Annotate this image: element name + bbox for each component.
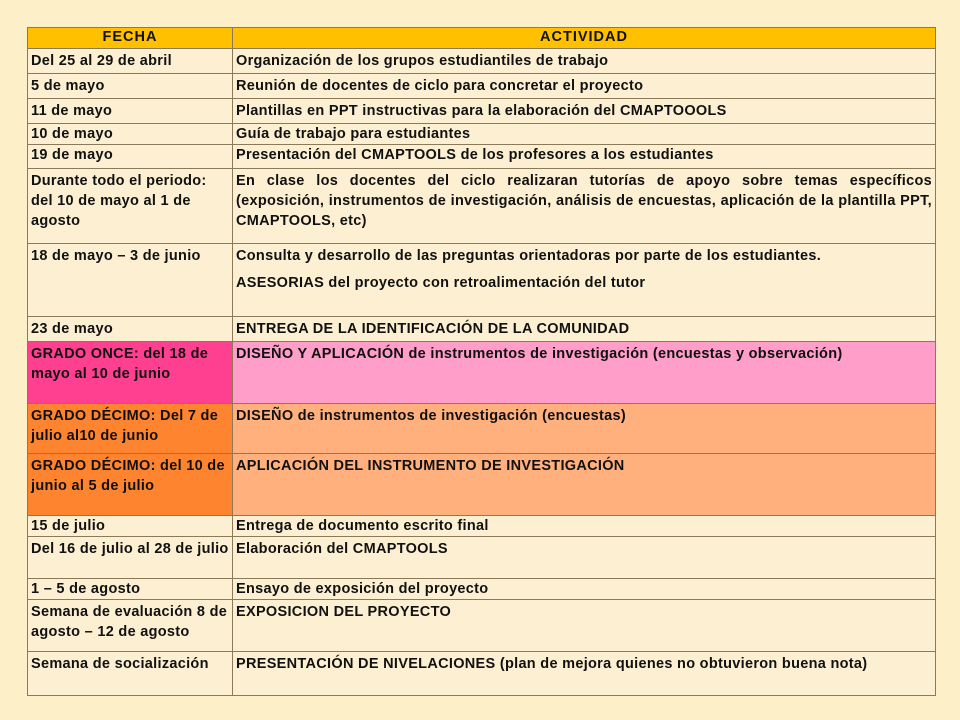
fecha-cell: 19 de mayo [27,144,233,169]
fecha-cell: 1 – 5 de agosto [27,578,233,600]
actividad-line-2: ASESORIAS del proyecto con retroalimenta… [236,275,646,291]
header-row: FECHA ACTIVIDAD [27,27,936,49]
actividad-cell: EXPOSICION DEL PROYECTO [232,599,936,652]
actividad-cell: DISEÑO de instrumentos de investigación … [232,403,936,454]
fecha-cell: GRADO DÉCIMO: Del 7 de julio al10 de jun… [27,403,233,454]
fecha-cell: Semana de socialización [27,651,233,696]
actividad-line: Consulta y desarrollo de las preguntas o… [236,248,822,264]
header-fecha: FECHA [27,27,233,49]
actividad-cell: Consulta y desarrollo de las preguntas o… [232,243,936,317]
fecha-cell: 5 de mayo [27,73,233,99]
actividad-cell: Reunión de docentes de ciclo para concre… [232,73,936,99]
table-row: 1 – 5 de agosto Ensayo de exposición del … [27,578,936,600]
table-row: 19 de mayo Presentación del CMAPTOOLS de … [27,144,936,169]
actividad-cell: APLICACIÓN DEL INSTRUMENTO DE INVESTIGAC… [232,453,936,516]
schedule-table: FECHA ACTIVIDAD Del 25 al 29 de abril Org… [27,27,936,696]
fecha-cell: Del 25 al 29 de abril [27,48,233,74]
actividad-cell: Plantillas en PPT instructivas para la e… [232,98,936,124]
table-row: 5 de mayo Reunión de docentes de ciclo pa… [27,73,936,99]
fecha-cell: 10 de mayo [27,123,233,145]
table-row: Durante todo el periodo: del 10 de mayo … [27,168,936,244]
table-row: Semana de evaluación 8 de agosto – 12 de… [27,599,936,652]
table-row: 10 de mayo Guía de trabajo para estudiant… [27,123,936,145]
fecha-cell: 15 de julio [27,515,233,537]
table-row-grado-once: GRADO ONCE: del 18 de mayo al 10 de juni… [27,341,936,404]
actividad-cell: En clase los docentes del ciclo realizar… [232,168,936,244]
actividad-cell: Elaboración del CMAPTOOLS [232,536,936,579]
fecha-cell: Del 16 de julio al 28 de julio [27,536,233,579]
table-row: Del 25 al 29 de abril Organización de los… [27,48,936,74]
fecha-cell: 18 de mayo – 3 de junio [27,243,233,317]
actividad-cell: Entrega de documento escrito final [232,515,936,537]
fecha-cell: GRADO ONCE: del 18 de mayo al 10 de juni… [27,341,233,404]
actividad-cell: PRESENTACIÓN DE NIVELACIONES (plan de me… [232,651,936,696]
actividad-cell: Guía de trabajo para estudiantes [232,123,936,145]
table-row: 18 de mayo – 3 de junio Consulta y desarr… [27,243,936,317]
fecha-cell: GRADO DÉCIMO: del 10 de junio al 5 de ju… [27,453,233,516]
table-row: 23 de mayo ENTREGA DE LA IDENTIFICACIÓN D… [27,316,936,342]
table-row-grado-decimo: GRADO DÉCIMO: del 10 de junio al 5 de ju… [27,453,936,516]
actividad-cell: ENTREGA DE LA IDENTIFICACIÓN DE LA COMUN… [232,316,936,342]
actividad-cell: Presentación del CMAPTOOLS de los profes… [232,144,936,169]
actividad-cell: Ensayo de exposición del proyecto [232,578,936,600]
header-actividad: ACTIVIDAD [232,27,936,49]
table-row: 11 de mayo Plantillas en PPT instructivas… [27,98,936,124]
fecha-cell: Durante todo el periodo: del 10 de mayo … [27,168,233,244]
actividad-cell: DISEÑO Y APLICACIÓN de instrumentos de i… [232,341,936,404]
table-row-grado-decimo: GRADO DÉCIMO: Del 7 de julio al10 de jun… [27,403,936,454]
actividad-cell: Organización de los grupos estudiantiles… [232,48,936,74]
table-row: Semana de socialización PRESENTACIÓN DE N… [27,651,936,696]
table-row: Del 16 de julio al 28 de julio Elaboració… [27,536,936,579]
fecha-cell: 23 de mayo [27,316,233,342]
fecha-cell: 11 de mayo [27,98,233,124]
fecha-cell: Semana de evaluación 8 de agosto – 12 de… [27,599,233,652]
table-row: 15 de julio Entrega de documento escrito … [27,515,936,537]
